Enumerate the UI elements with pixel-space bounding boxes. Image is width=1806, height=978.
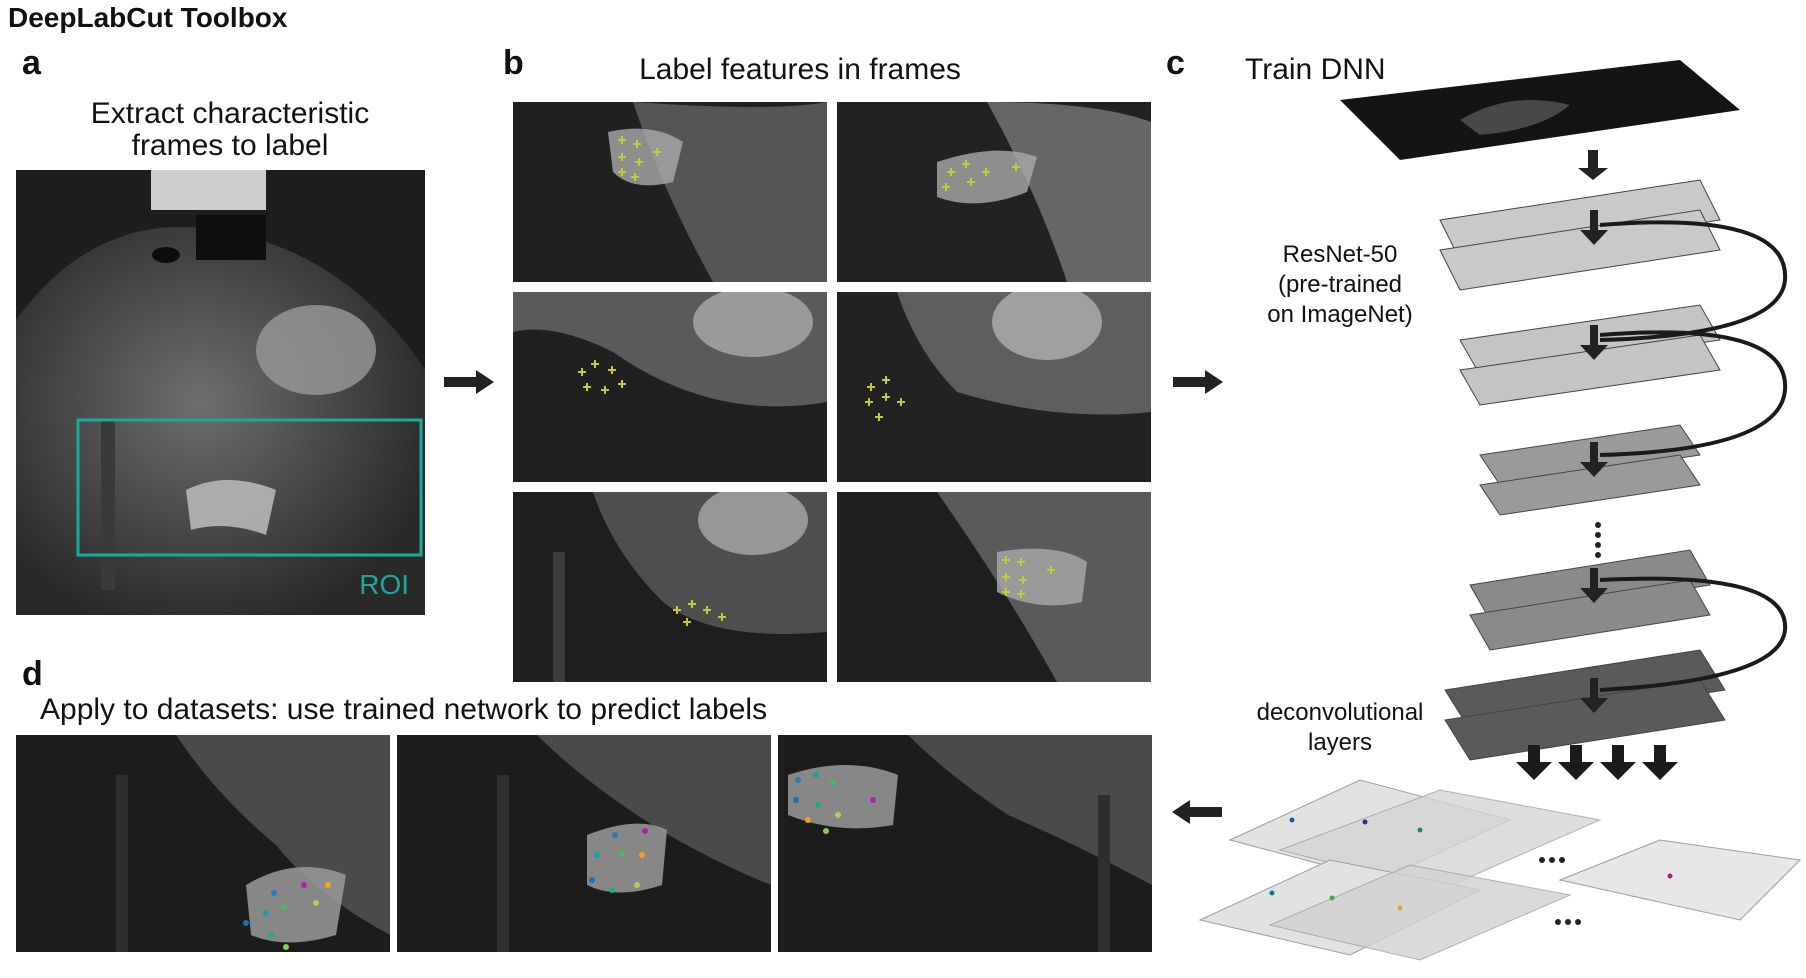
score-map [1268, 864, 1572, 961]
down-arrow-icon [1558, 745, 1594, 780]
resnet-layer [1459, 334, 1721, 406]
panel-a-caption-line1: Extract characteristic [90, 97, 370, 130]
network-diagram [1198, 60, 1802, 961]
panel-a-letter: a [22, 44, 41, 82]
deconv-layer [1444, 679, 1726, 761]
labeled-frame [837, 102, 1151, 282]
ellipsis-horizontal [1539, 857, 1581, 925]
panel-d-caption: Apply to datasets: use trained network t… [40, 693, 768, 726]
label-markers [618, 136, 661, 181]
deconv-label: deconvolutional layers [1230, 698, 1450, 758]
extracted-frame-image: ROI [16, 170, 425, 615]
down-arrow-icon [1580, 442, 1608, 477]
left-arrow-icon [1172, 800, 1222, 824]
roi-label: ROI [359, 569, 409, 600]
mouse-image-drawing [16, 170, 425, 615]
ellipsis-vertical [1595, 522, 1601, 558]
resnet-layer [1469, 579, 1711, 651]
deconv-label-line2: layers [1307, 729, 1373, 756]
resnet-layer [1479, 454, 1701, 516]
down-arrow-icon [1578, 150, 1608, 180]
panel-d-letter: d [22, 655, 43, 693]
panel-a-caption-line2: frames to label [131, 128, 329, 162]
panel-b-letter: b [503, 44, 524, 82]
down-arrow-icon [1516, 745, 1552, 780]
right-arrow-icon [444, 370, 494, 394]
labeled-frame [837, 292, 1151, 482]
resnet-label-line2: (pre-trained [1277, 271, 1403, 298]
panel-c-letter: c [1166, 44, 1185, 82]
labeled-frame [513, 292, 827, 482]
score-map [1558, 839, 1802, 921]
predicted-frame [397, 735, 771, 952]
resnet-label-line3: on ImageNet) [1267, 301, 1413, 328]
predicted-keypoints [243, 882, 331, 950]
resnet-label-line1: ResNet-50 [1282, 241, 1398, 268]
figure-title: DeepLabCut Toolbox [8, 2, 288, 33]
labeled-frame [513, 102, 827, 282]
labeled-frame [513, 492, 827, 682]
predicted-frame [16, 735, 390, 952]
panel-c-caption: Train DNN [1245, 53, 1386, 86]
down-arrow-icon [1580, 210, 1608, 245]
down-arrow-icon [1580, 568, 1608, 603]
down-arrow-icon [1580, 678, 1608, 713]
skip-connection [1599, 220, 1788, 692]
predicted-frame [778, 735, 1152, 952]
down-arrow-icon [1600, 745, 1636, 780]
panel-a-caption: Extract characteristic frames to label [40, 98, 420, 161]
roi-box [76, 418, 423, 557]
deconv-label-line1: deconvolutional [1256, 699, 1424, 726]
down-arrow-icon [1580, 325, 1608, 360]
panel-b-caption: Label features in frames [639, 53, 961, 86]
resnet-label: ResNet-50 (pre-trained on ImageNet) [1245, 240, 1435, 330]
labeled-frame [837, 492, 1151, 682]
right-arrow-icon [1173, 370, 1223, 394]
down-arrow-icon [1642, 745, 1678, 780]
